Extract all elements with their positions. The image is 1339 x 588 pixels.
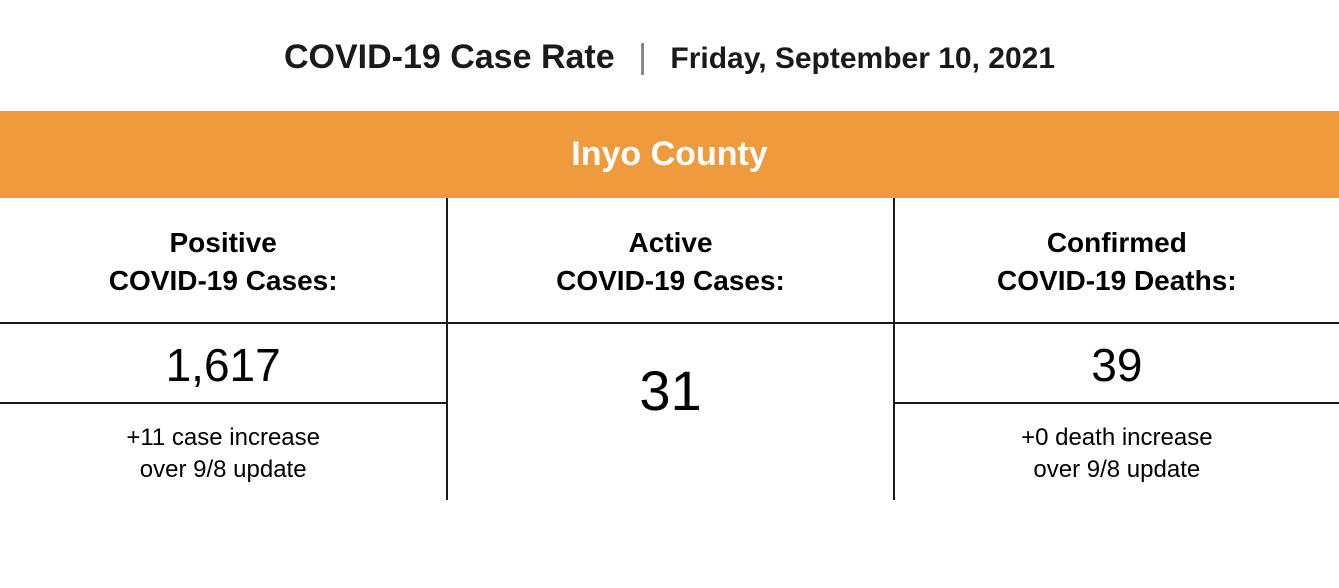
label-line2: COVID-19 Cases: bbox=[556, 265, 785, 296]
column-positive: Positive COVID-19 Cases: 1,617 +11 case … bbox=[0, 198, 446, 500]
page-title: COVID-19 Case Rate bbox=[284, 38, 615, 76]
stats-grid: Positive COVID-19 Cases: 1,617 +11 case … bbox=[0, 198, 1339, 500]
label-line1: Confirmed bbox=[1047, 227, 1187, 258]
metric-delta: +0 death increase over 9/8 update bbox=[895, 404, 1339, 501]
label-line2: COVID-19 Cases: bbox=[109, 265, 338, 296]
metric-value: 39 bbox=[895, 324, 1339, 404]
report-date: Friday, September 10, 2021 bbox=[670, 42, 1055, 75]
delta-line2: over 9/8 update bbox=[140, 456, 307, 483]
label-line2: COVID-19 Deaths: bbox=[997, 265, 1237, 296]
title-separator: | bbox=[638, 38, 647, 76]
region-banner: Inyo County bbox=[0, 111, 1339, 198]
metric-label: Confirmed COVID-19 Deaths: bbox=[895, 198, 1339, 324]
region-name: Inyo County bbox=[571, 135, 767, 173]
column-active: Active COVID-19 Cases: 31 bbox=[446, 198, 892, 500]
column-deaths: Confirmed COVID-19 Deaths: 39 +0 death i… bbox=[893, 198, 1339, 500]
delta-line1: +11 case increase bbox=[126, 424, 320, 451]
label-line1: Active bbox=[628, 227, 712, 258]
metric-label: Positive COVID-19 Cases: bbox=[0, 198, 446, 324]
metric-label: Active COVID-19 Cases: bbox=[448, 198, 892, 324]
delta-line2: over 9/8 update bbox=[1033, 456, 1200, 483]
label-line1: Positive bbox=[169, 227, 276, 258]
delta-line1: +0 death increase bbox=[1021, 424, 1212, 451]
metric-delta: +11 case increase over 9/8 update bbox=[0, 404, 446, 501]
metric-value: 1,617 bbox=[0, 324, 446, 404]
metric-value: 31 bbox=[448, 324, 892, 453]
header-row: COVID-19 Case Rate | Friday, September 1… bbox=[0, 0, 1339, 111]
